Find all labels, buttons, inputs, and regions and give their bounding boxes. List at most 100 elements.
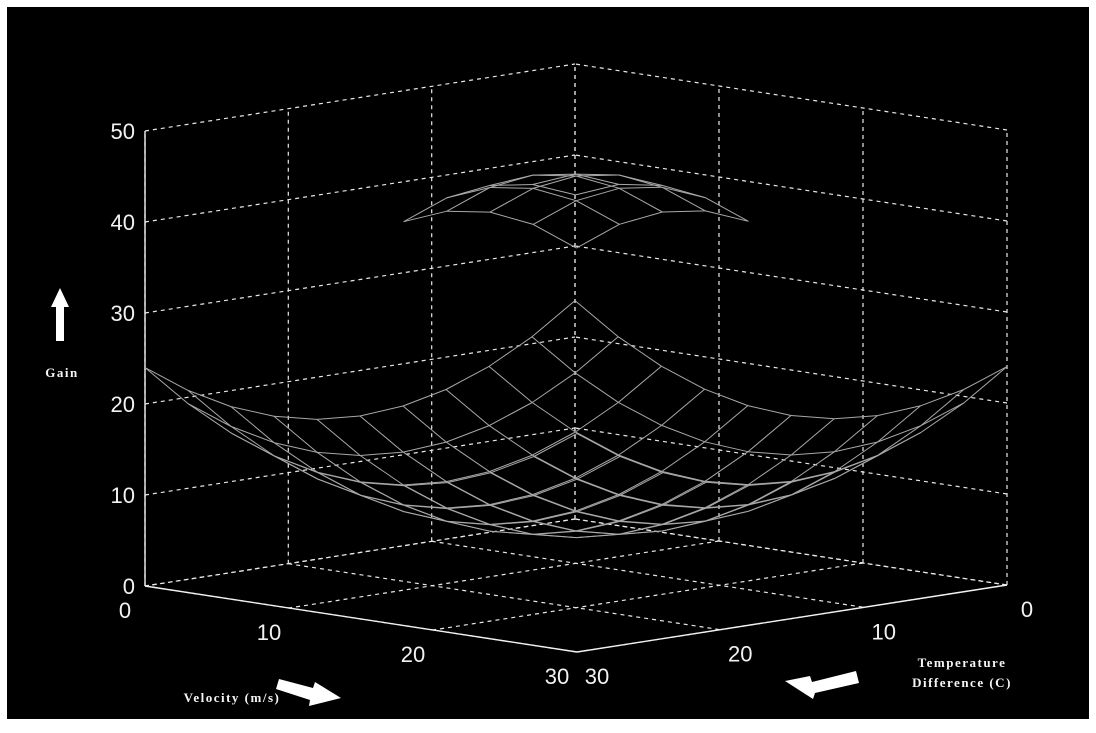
surface-mesh-line xyxy=(488,402,533,427)
y-axis-label-line2: Difference (C) xyxy=(912,675,1012,690)
surface-mesh-line xyxy=(447,504,491,510)
z-tick-label: 50 xyxy=(111,119,135,144)
surface-mesh-line xyxy=(490,504,534,523)
surface-mesh-line xyxy=(877,425,921,443)
floor-x-gridline xyxy=(144,518,576,587)
surface-mesh-line xyxy=(532,175,577,189)
floor-x-gridline xyxy=(288,540,720,609)
surface-mesh-line xyxy=(532,223,577,249)
surface-mesh-line xyxy=(488,336,533,367)
surface-mesh-line xyxy=(446,521,491,526)
surface-mesh-line xyxy=(274,455,318,474)
z-tick-label: 10 xyxy=(111,483,135,508)
surface-mesh-line xyxy=(404,482,448,487)
surface-mesh-line xyxy=(359,415,404,453)
surface-mesh-line xyxy=(488,425,533,456)
surface-mesh-line xyxy=(618,454,662,472)
surface-mesh-line xyxy=(532,187,577,202)
x-axis-line xyxy=(144,585,578,653)
surface-mesh-line xyxy=(317,472,362,496)
surface-mesh-line xyxy=(360,494,405,506)
surface-mesh-line xyxy=(576,533,620,539)
surface-mesh-line xyxy=(446,471,490,483)
surface-mesh-line xyxy=(747,454,792,486)
surface-mesh-line xyxy=(576,521,620,532)
surface-mesh-line xyxy=(316,419,361,456)
surface-mesh-line xyxy=(317,478,361,496)
surface-mesh-line xyxy=(403,504,448,510)
surface-mesh-line xyxy=(834,441,878,453)
surface-mesh-line xyxy=(705,210,749,222)
left-wall-z-gridline xyxy=(144,154,576,223)
surface-mesh-line xyxy=(748,480,792,505)
surface-mesh-line xyxy=(574,372,619,403)
surface-mesh-line xyxy=(490,456,534,474)
surface-mesh-line xyxy=(403,511,448,522)
surface-mesh-line xyxy=(617,336,662,367)
surface-mesh-line xyxy=(187,390,232,427)
surface-mesh-line xyxy=(489,187,534,213)
surface-mesh-line xyxy=(791,471,836,496)
surface-mesh-line xyxy=(619,211,663,225)
surface-mesh-line xyxy=(531,336,576,374)
surface-mesh-line xyxy=(576,530,620,535)
surface-mesh-line xyxy=(877,405,921,443)
surface-mesh-line xyxy=(533,530,577,535)
surface-mesh-line xyxy=(360,494,404,513)
surface-mesh-line xyxy=(662,507,706,525)
surface-mesh-line xyxy=(877,405,921,417)
surface-mesh-line xyxy=(446,504,490,509)
surface-mesh-line xyxy=(791,471,835,482)
surface-mesh-line xyxy=(618,503,663,522)
surface-mesh-line xyxy=(359,405,404,417)
surface-mesh-line xyxy=(316,451,361,483)
surface-mesh-line xyxy=(446,425,490,443)
surface-mesh-line xyxy=(575,431,619,456)
surface-mesh-line xyxy=(748,494,792,512)
surface-mesh-line xyxy=(230,406,275,444)
temperature-arrow-icon xyxy=(785,671,859,699)
surface-mesh-line xyxy=(661,365,705,390)
surface-mesh-line xyxy=(705,510,749,522)
surface-mesh-line xyxy=(231,426,275,444)
surface-mesh-line xyxy=(575,494,619,512)
surface-mesh-line xyxy=(662,210,706,213)
surface-mesh-line xyxy=(705,484,750,509)
mesh-layer xyxy=(144,173,1008,539)
right-wall-z-gridline xyxy=(574,336,1008,404)
surface-mesh-line xyxy=(402,405,447,443)
surface-mesh-line xyxy=(575,174,620,177)
surface-mesh-line xyxy=(489,187,534,189)
x-tick-label: 10 xyxy=(257,620,281,645)
surface-mesh-line xyxy=(834,455,879,473)
surface-mesh-line xyxy=(575,520,620,532)
surface-mesh-line xyxy=(532,174,577,177)
surface-mesh-line xyxy=(704,441,749,453)
velocity-arrow-icon xyxy=(276,679,341,706)
surface-mesh-line xyxy=(704,388,748,407)
surface-mesh-line xyxy=(618,401,662,426)
surface-mesh-line xyxy=(360,451,404,456)
surface-mesh-line xyxy=(618,494,663,505)
surface-mesh-line xyxy=(360,482,405,487)
surface-mesh-line xyxy=(274,455,318,480)
surface-mesh-line xyxy=(576,495,620,513)
surface-mesh-line xyxy=(447,508,491,526)
surface-mesh-line xyxy=(403,441,447,453)
surface-mesh-line xyxy=(533,511,577,523)
surface-mesh-line xyxy=(618,365,662,403)
x-axis-label: Velocity (m/s) xyxy=(184,690,281,705)
surface-mesh-line xyxy=(274,442,318,453)
surface-mesh-line xyxy=(533,534,577,539)
surface-mesh-line xyxy=(576,223,620,249)
surface-mesh-line xyxy=(445,389,490,426)
y-axis-line xyxy=(576,584,1008,653)
floor-y-gridline xyxy=(288,563,721,631)
surface-mesh-line xyxy=(661,503,706,509)
surface-mesh-line xyxy=(575,477,619,495)
surface-mesh-line xyxy=(489,211,534,225)
tick-layer: 0 10 20 30 40 50 0 10 20 30 0 10 20 30 xyxy=(111,119,1034,689)
surface-mesh-line xyxy=(618,174,663,188)
surface-mesh-line xyxy=(144,367,189,391)
surface-mesh-line xyxy=(705,504,749,522)
